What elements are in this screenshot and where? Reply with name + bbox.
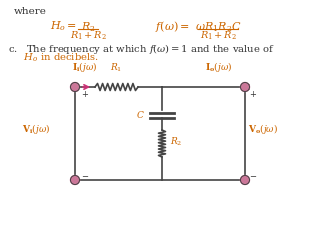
Circle shape (71, 83, 79, 91)
Text: +: + (81, 90, 88, 99)
Text: $C$: $C$ (136, 108, 145, 120)
Text: −: − (249, 172, 256, 181)
Text: $f(\omega) =$: $f(\omega) =$ (155, 19, 190, 34)
Text: $H_o$ in decibels.: $H_o$ in decibels. (8, 52, 99, 65)
Text: $\mathbf{I_o}(j\omega)$: $\mathbf{I_o}(j\omega)$ (205, 60, 232, 74)
Text: −: − (81, 172, 88, 181)
Text: +: + (249, 90, 256, 99)
Text: c.   The frequency at which $f(\omega) = 1$ and the value of: c. The frequency at which $f(\omega) = 1… (8, 42, 275, 56)
Text: $\mathbf{V_o}(j\omega)$: $\mathbf{V_o}(j\omega)$ (248, 122, 278, 136)
Text: $\mathbf{I_i}(j\omega)$: $\mathbf{I_i}(j\omega)$ (72, 60, 97, 74)
Text: $\mathbf{V_i}(j\omega)$: $\mathbf{V_i}(j\omega)$ (22, 122, 50, 136)
Text: $R_1$: $R_1$ (110, 61, 122, 74)
Text: $R_2$: $R_2$ (170, 136, 182, 148)
Text: $R_1 + R_2$: $R_1 + R_2$ (199, 30, 236, 43)
Circle shape (241, 175, 250, 184)
Text: $R_2$: $R_2$ (81, 20, 95, 34)
Text: $H_o =$: $H_o =$ (50, 19, 77, 33)
Text: where: where (14, 7, 47, 16)
Circle shape (71, 175, 79, 184)
Text: $R_1 + R_2$: $R_1 + R_2$ (69, 30, 106, 43)
Text: $\omega R_1 R_2 C$: $\omega R_1 R_2 C$ (195, 20, 241, 34)
Circle shape (241, 83, 250, 91)
